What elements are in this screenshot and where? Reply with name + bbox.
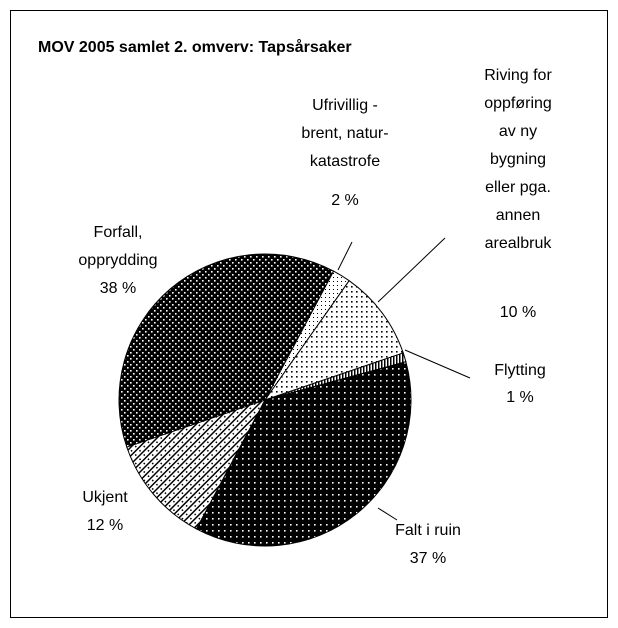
value-label: 1 % bbox=[506, 389, 534, 406]
value-label: 2 % bbox=[331, 192, 359, 209]
slice-label: Ukjent bbox=[82, 489, 128, 506]
slice-label: Flytting bbox=[494, 362, 546, 379]
pie-slice bbox=[263, 280, 404, 401]
value-label: 10 % bbox=[500, 304, 536, 321]
pie-slice bbox=[118, 253, 335, 448]
leader-line bbox=[337, 241, 353, 271]
pie-slice bbox=[126, 399, 267, 530]
value-label: 38 % bbox=[100, 280, 136, 297]
slice-label: Forfall, opprydding bbox=[78, 224, 157, 269]
leader-line bbox=[377, 237, 446, 303]
value-label: 12 % bbox=[87, 517, 123, 534]
slice-label: Falt i ruin bbox=[395, 522, 461, 539]
slice-label: Ufrivillig -brent, natur-katastrofe bbox=[301, 97, 388, 170]
value-label: 37 % bbox=[410, 550, 446, 567]
pie-slice bbox=[195, 361, 412, 547]
leader-line bbox=[377, 507, 398, 521]
slice-label: Riving for oppføring av ny bygning eller pga… bbox=[484, 67, 552, 252]
leader-line bbox=[404, 349, 471, 379]
chart-title: MOV 2005 samlet 2. omverv: Tapsårsaker bbox=[38, 38, 352, 56]
